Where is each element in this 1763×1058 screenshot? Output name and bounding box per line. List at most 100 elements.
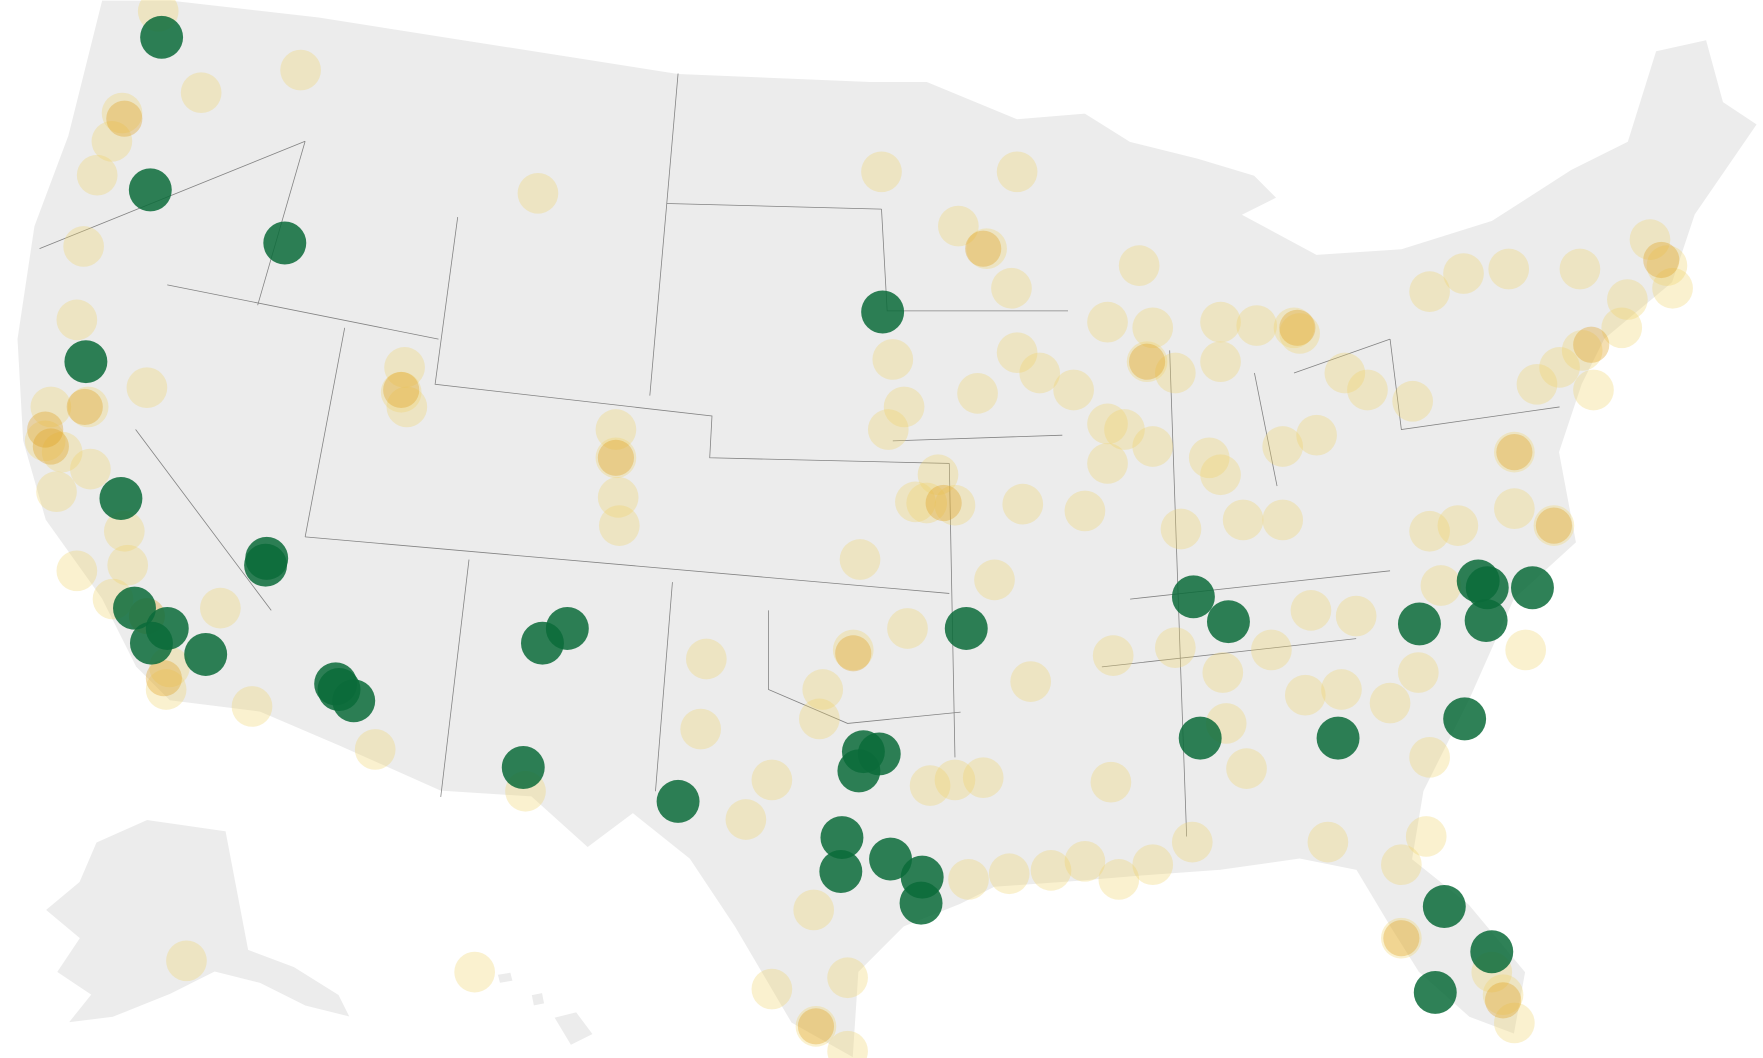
minor-dot [1437, 505, 1479, 546]
minor-dot [1002, 483, 1044, 525]
major-dot [128, 168, 172, 212]
major-dot [113, 586, 156, 630]
minor-dot [1559, 248, 1601, 290]
minor-dot [883, 386, 925, 428]
minor-dot [595, 409, 637, 450]
major-dot [1316, 716, 1360, 760]
major-dot [899, 881, 943, 925]
minor-dot [1171, 821, 1213, 863]
major-dot [263, 221, 307, 265]
minor-dot [1494, 488, 1535, 529]
hot-dot [925, 484, 962, 522]
minor-dot [384, 347, 425, 388]
minor-dot [988, 853, 1030, 895]
hot-dot [1128, 343, 1166, 380]
hot-dot [32, 428, 69, 465]
minor-dot [1409, 510, 1450, 552]
dots [24, 0, 1693, 1058]
major-dot [501, 746, 545, 789]
minor-dot [1573, 369, 1614, 411]
minor-dot [101, 92, 143, 134]
minor-dot [991, 267, 1032, 309]
minor-dot [832, 629, 874, 671]
minor-dot [1629, 219, 1671, 260]
hot-dot [106, 100, 143, 137]
minor-dot [76, 154, 118, 196]
minor-dot [799, 698, 840, 740]
minor-dot [1200, 341, 1241, 383]
minor-dot [1443, 253, 1484, 294]
minor-dot [1381, 844, 1422, 886]
minor-dot [1132, 426, 1174, 467]
major-dot [332, 679, 376, 723]
major-dot [244, 543, 288, 587]
minor-dot [56, 550, 98, 592]
minor-dot [1200, 301, 1241, 343]
major-dot [837, 749, 881, 793]
hot-dot [965, 230, 1002, 267]
minor-dot [166, 940, 207, 982]
major-dot [1206, 600, 1250, 644]
major-dot [656, 779, 700, 823]
major-dot [64, 340, 108, 384]
minor-dot [1064, 490, 1106, 532]
minor-dot [1118, 245, 1160, 286]
minor-dot [30, 386, 72, 428]
minor-dot [1262, 499, 1304, 541]
minor-dot [996, 332, 1038, 374]
minor-dot [1064, 840, 1106, 882]
hot-dot [797, 1008, 835, 1045]
major-dot [944, 606, 988, 650]
minor-dot [751, 759, 793, 801]
minor-dot [1307, 821, 1349, 863]
minor-dot [1397, 652, 1439, 693]
minor-dot [1539, 347, 1580, 388]
minor-dot [917, 454, 959, 496]
minor-dot [1284, 674, 1326, 716]
minor-dot [1087, 403, 1128, 445]
hot-dot [383, 371, 420, 409]
minor-dot [1392, 380, 1434, 422]
minor-dot [70, 448, 111, 490]
minor-dot [1321, 669, 1362, 710]
minor-dot [1160, 508, 1202, 550]
minor-dot [1251, 629, 1292, 671]
hot-dot [1643, 241, 1680, 279]
major-dot [1510, 566, 1554, 610]
major-dot [1397, 602, 1441, 646]
major-dot [1470, 930, 1514, 974]
minor-dot [517, 172, 559, 214]
minor-dot [1132, 844, 1174, 886]
minor-dot [1409, 736, 1450, 778]
minor-dot [1202, 652, 1244, 693]
minor-dot [966, 228, 1007, 270]
major-dot [1464, 599, 1508, 643]
minor-dot [1222, 499, 1264, 541]
contiguous-us [16, 0, 1759, 1058]
alaska [44, 818, 352, 1024]
minor-dot [126, 367, 168, 409]
hot-dot [27, 411, 64, 448]
minor-dot [1494, 1002, 1535, 1044]
major-dot [129, 621, 173, 665]
minor-dot [1030, 850, 1072, 891]
major-dot [861, 290, 905, 334]
minor-dot [1420, 565, 1462, 606]
minor-dot [680, 708, 722, 750]
hot-dot [1573, 326, 1610, 363]
minor-dot [56, 299, 98, 341]
major-dot [1443, 697, 1487, 741]
hawaii [496, 971, 595, 1047]
hot-dot [1496, 434, 1533, 471]
minor-dot [145, 669, 187, 710]
minor-dot [1010, 661, 1052, 702]
minor-dot [1104, 409, 1145, 450]
minor-dot [948, 859, 989, 900]
minor-dot [1494, 431, 1535, 473]
minor-dot [1262, 426, 1304, 467]
major-dot [1413, 970, 1457, 1014]
minor-dot [827, 1030, 868, 1058]
minor-dot [839, 539, 881, 580]
minor-dot [1505, 629, 1547, 671]
